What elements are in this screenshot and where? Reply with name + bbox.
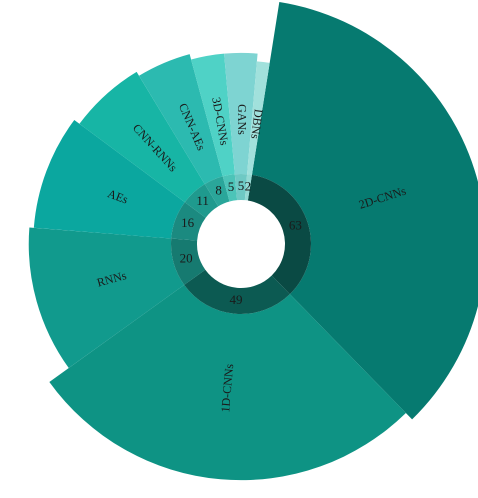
ring-segment xyxy=(247,174,311,295)
sector xyxy=(49,284,406,481)
category-label: GANs xyxy=(235,104,249,135)
ring-segment xyxy=(184,269,290,314)
ring-segment xyxy=(204,176,230,207)
category-label: 1D-CNNs xyxy=(218,363,236,413)
value-label: 5 xyxy=(228,179,235,194)
category-label: AEs xyxy=(106,186,131,206)
value-label: 20 xyxy=(180,250,193,265)
value-label: 11 xyxy=(196,193,209,208)
sector xyxy=(224,52,258,175)
category-label: DBNs xyxy=(248,108,266,140)
ring-segment xyxy=(234,174,248,201)
value-label: 63 xyxy=(289,218,302,233)
value-label: 49 xyxy=(230,292,243,307)
value-label: 2 xyxy=(245,178,252,193)
ring-segment xyxy=(222,174,238,202)
value-label: 5 xyxy=(238,178,245,193)
ring-segment xyxy=(244,174,252,201)
sector xyxy=(28,227,185,369)
sector xyxy=(139,54,223,185)
sector xyxy=(33,119,185,239)
value-label: 8 xyxy=(215,183,222,198)
ring-segment xyxy=(171,202,206,241)
value-label: 16 xyxy=(181,215,195,230)
sector xyxy=(251,2,478,420)
sector xyxy=(191,53,235,177)
ring-segment xyxy=(184,184,219,218)
sector xyxy=(247,61,270,175)
ring-segment xyxy=(170,238,206,285)
sector xyxy=(79,71,205,203)
